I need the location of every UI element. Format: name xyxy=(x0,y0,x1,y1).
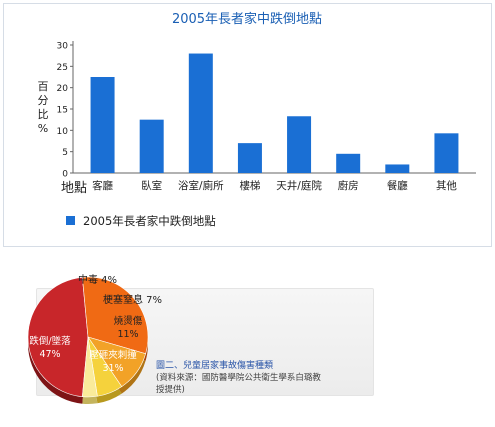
pie-slice xyxy=(82,276,149,355)
x-tick-label: 餐廳 xyxy=(387,179,408,192)
legend-swatch xyxy=(66,216,75,225)
pie-chart: 跌倒/墜落 47% 壓砸夾刺撞 31% 燒燙傷 11% 梗塞窒息 7% 中毒 4% 圖二、兒童… xyxy=(27,273,321,404)
pie-chart-panel: 跌倒/墜落 47% 壓砸夾刺撞 31% 燒燙傷 11% 梗塞窒息 7% 中毒 4% 圖二、兒童… xyxy=(0,262,495,427)
bar xyxy=(237,143,262,173)
y-tick-label: 25 xyxy=(57,63,68,73)
y-tick-label: 10 xyxy=(57,127,69,137)
pie-source-line1: (資料來源：國防醫學院公共衛生學系白璐教 xyxy=(156,372,321,383)
x-tick-label: 天井/庭院 xyxy=(276,179,322,192)
bar xyxy=(287,116,312,173)
bar xyxy=(385,164,410,173)
bar-chart-panel: 2005年長者家中跌倒地點 百分比% 地點 0 5 10 15 20 25 30 客廳 臥室 浴… xyxy=(3,3,492,247)
legend-label: 2005年長者家中跌倒地點 xyxy=(83,214,216,228)
x-tick-label: 客廳 xyxy=(92,179,113,192)
x-tick-label: 樓梯 xyxy=(239,179,260,192)
pie-slice-label: 梗塞窒息 7% xyxy=(103,293,162,306)
x-tick-label: 廚房 xyxy=(338,179,359,192)
pie-slice-label: 壓砸夾刺撞 xyxy=(89,349,137,361)
y-tick-label: 30 xyxy=(57,42,69,52)
y-axis-label-char: 分 xyxy=(38,94,49,107)
bar-chart: 2005年長者家中跌倒地點 百分比% 地點 0 5 10 15 20 25 30 客廳 臥室 浴… xyxy=(38,11,476,228)
y-axis-label-char: % xyxy=(38,122,48,135)
pie-source-line2: 授提供) xyxy=(156,384,185,395)
y-tick-label: 20 xyxy=(57,84,69,94)
y-tick-label: 0 xyxy=(62,170,68,180)
pie-slice-label: 跌倒/墜落 xyxy=(29,335,71,347)
bar xyxy=(188,53,213,173)
x-tick-label: 浴室/廁所 xyxy=(178,179,224,192)
pie-caption: 圖二、兒童居家事故傷害種類 xyxy=(156,359,273,371)
y-axis-label-char: 比 xyxy=(38,108,49,121)
x-tick-label: 臥室 xyxy=(141,179,162,192)
pie-slice-value: 11% xyxy=(117,329,138,340)
pie-slice xyxy=(82,336,98,398)
pie-slice-label: 中毒 4% xyxy=(78,273,117,286)
bar xyxy=(336,153,361,173)
y-axis-label-char: 百 xyxy=(38,80,49,93)
pie-slice-value: 47% xyxy=(39,349,60,360)
bar xyxy=(139,119,164,173)
x-axis-label: 地點 xyxy=(61,181,87,196)
y-tick-label: 15 xyxy=(57,106,68,116)
pie-slice xyxy=(27,276,89,398)
pie-slice-label: 燒燙傷 xyxy=(114,315,143,327)
bar xyxy=(90,77,115,173)
x-tick-label: 其他 xyxy=(436,179,457,192)
y-tick-label: 5 xyxy=(62,148,68,158)
y-axis-label: 百分比% xyxy=(38,80,49,135)
bar-chart-title: 2005年長者家中跌倒地點 xyxy=(172,11,322,27)
pie-slice-value: 31% xyxy=(102,363,123,374)
bar xyxy=(434,133,459,173)
